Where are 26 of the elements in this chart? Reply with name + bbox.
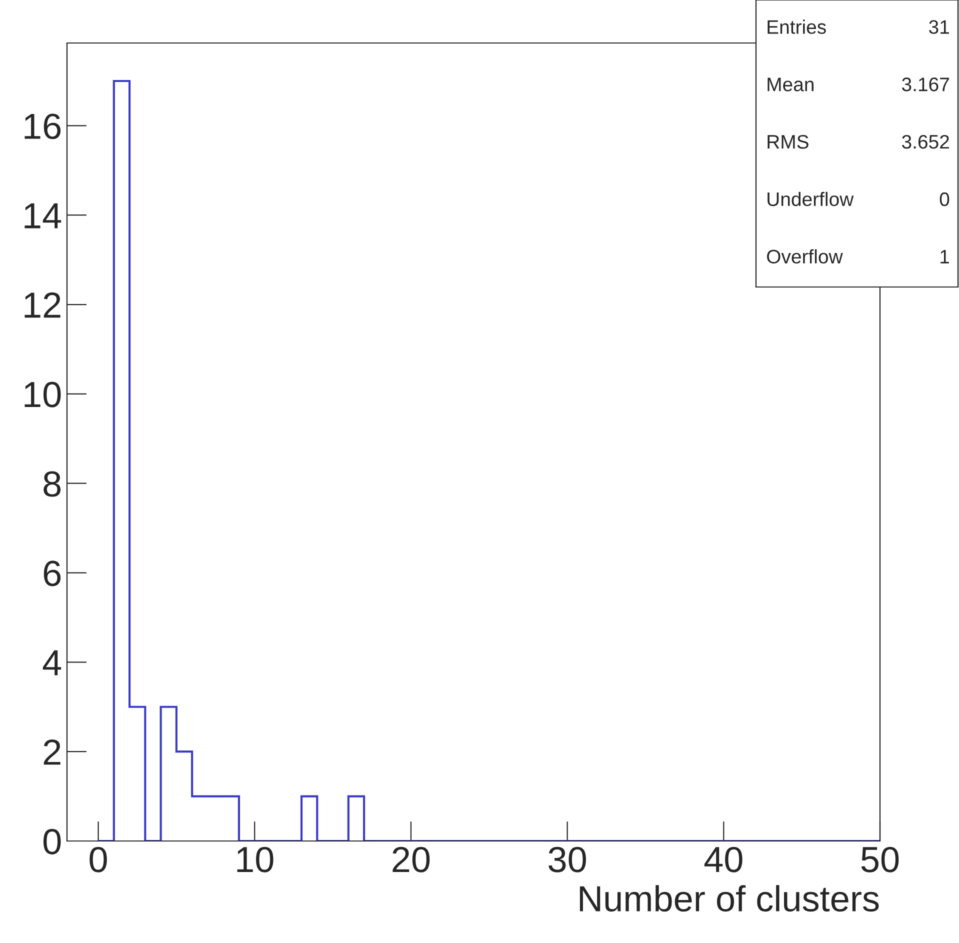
y-tick-label: 8 bbox=[44, 471, 61, 497]
text: 31 bbox=[929, 20, 949, 34]
text: 1 bbox=[940, 250, 949, 264]
x-tick-label: 50 bbox=[861, 846, 899, 872]
text: 0 bbox=[940, 192, 950, 206]
x-axis-title: Number of clusters bbox=[580, 885, 879, 912]
text: 3.652 bbox=[902, 134, 949, 149]
y-tick-label: 0 bbox=[43, 828, 61, 854]
x-tick-label: 20 bbox=[392, 846, 430, 872]
x-tick-label: 10 bbox=[237, 846, 274, 872]
annotation: RMS bbox=[768, 134, 808, 149]
y-tick-label: 6 bbox=[44, 560, 61, 586]
annotation: Overflow bbox=[767, 249, 843, 264]
y-tick-label: 16 bbox=[24, 114, 61, 140]
y-tick-label: 14 bbox=[24, 203, 62, 228]
text: Entries bbox=[768, 20, 826, 34]
annotation: Mean bbox=[768, 78, 814, 92]
y-tick-label: 4 bbox=[42, 650, 62, 676]
text: 3.167 bbox=[902, 78, 949, 92]
y-tick-label: 2 bbox=[44, 739, 60, 765]
x-tick-label: 40 bbox=[704, 846, 742, 872]
y-tick-label: 10 bbox=[24, 382, 61, 408]
x-tick-label: 30 bbox=[548, 846, 586, 872]
annotation: Underflow bbox=[768, 192, 854, 206]
x-tick-label: 0 bbox=[90, 846, 107, 872]
y-tick-label: 12 bbox=[24, 292, 60, 318]
